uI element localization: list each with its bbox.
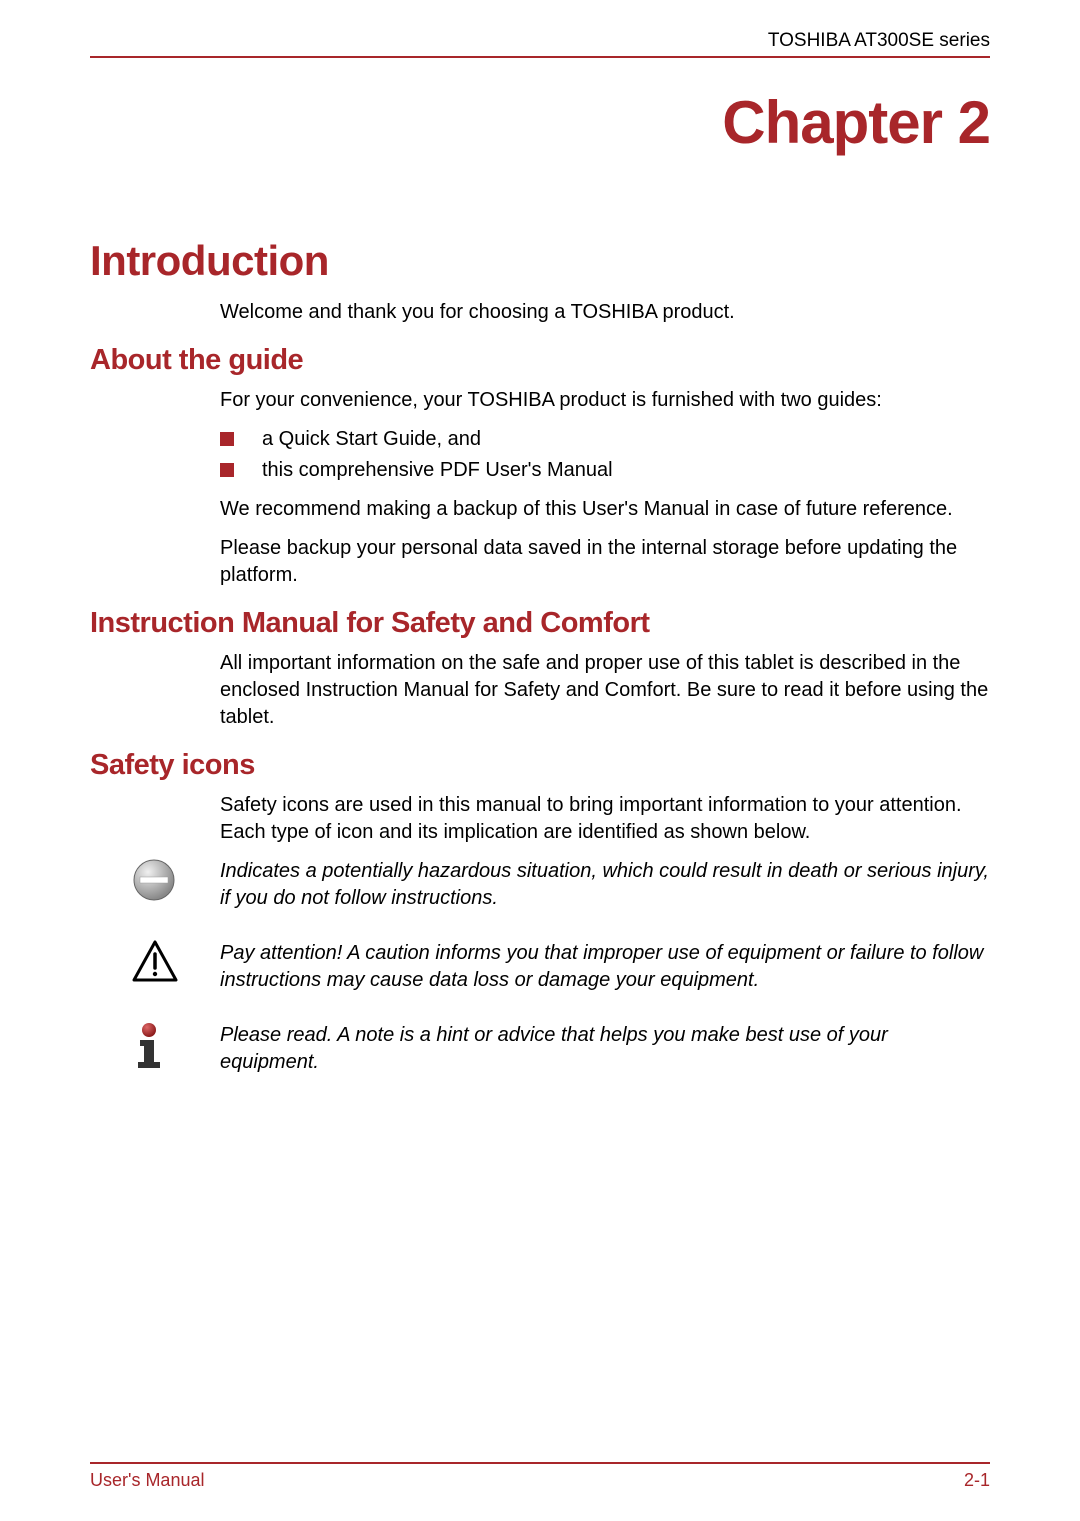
safety-icon-row-caution: Pay attention! A caution informs you tha…	[90, 940, 990, 994]
chapter-title: Chapter 2	[90, 88, 990, 157]
footer-page-number: 2-1	[964, 1470, 990, 1491]
safety-icons-intro: Safety icons are used in this manual to …	[220, 792, 990, 846]
page-footer: User's Manual 2-1	[90, 1462, 990, 1491]
list-item: a Quick Start Guide, and	[220, 426, 990, 453]
section-safety-manual-title: Instruction Manual for Safety and Comfor…	[90, 607, 990, 640]
series-label: TOSHIBA AT300SE series	[90, 30, 990, 52]
safety-icon-row-danger: Indicates a potentially hazardous situat…	[90, 858, 990, 912]
section-about-title: About the guide	[90, 344, 990, 377]
note-text: Please read. A note is a hint or advice …	[220, 1022, 990, 1076]
backup-text-1: We recommend making a backup of this Use…	[220, 496, 990, 523]
note-icon	[90, 1022, 220, 1068]
safety-manual-text: All important information on the safe an…	[220, 650, 990, 731]
bullet-text: a Quick Start Guide, and	[262, 426, 481, 453]
bullet-text: this comprehensive PDF User's Manual	[262, 457, 613, 484]
list-item: this comprehensive PDF User's Manual	[220, 457, 990, 484]
about-lead: For your convenience, your TOSHIBA produ…	[220, 387, 990, 414]
caution-icon	[90, 940, 220, 982]
guide-bullet-list: a Quick Start Guide, and this comprehens…	[220, 426, 990, 484]
bullet-square-icon	[220, 463, 234, 477]
danger-icon	[90, 858, 220, 902]
welcome-text: Welcome and thank you for choosing a TOS…	[220, 299, 990, 326]
page-header: TOSHIBA AT300SE series	[90, 30, 990, 58]
bullet-square-icon	[220, 432, 234, 446]
backup-text-2: Please backup your personal data saved i…	[220, 535, 990, 589]
danger-text: Indicates a potentially hazardous situat…	[220, 858, 990, 912]
safety-icon-row-note: Please read. A note is a hint or advice …	[90, 1022, 990, 1076]
section-introduction-title: Introduction	[90, 237, 990, 285]
footer-left: User's Manual	[90, 1470, 204, 1491]
caution-text: Pay attention! A caution informs you tha…	[220, 940, 990, 994]
section-safety-icons-title: Safety icons	[90, 749, 990, 782]
